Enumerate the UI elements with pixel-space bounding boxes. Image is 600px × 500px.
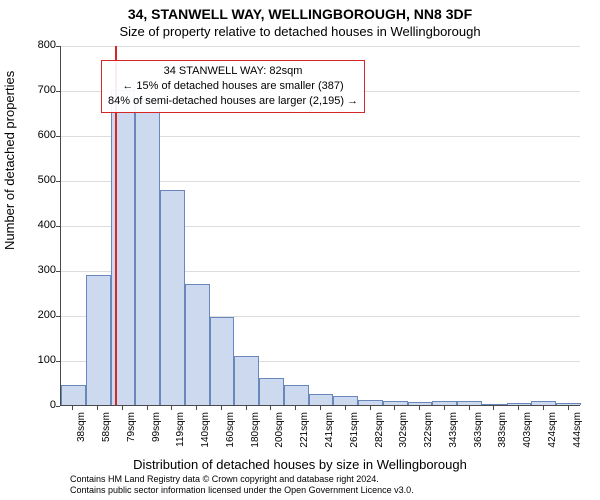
xtick-label: 302sqm	[398, 412, 409, 456]
xtick-label: 221sqm	[299, 412, 310, 456]
histogram-bar	[309, 394, 334, 405]
xtick-label: 403sqm	[522, 412, 533, 456]
xtick-mark	[370, 406, 371, 410]
histogram-bar	[432, 401, 457, 405]
histogram-bar	[259, 378, 284, 405]
xtick-mark	[345, 406, 346, 410]
xtick-label: 140sqm	[200, 412, 211, 456]
x-axis-label: Distribution of detached houses by size …	[0, 457, 600, 472]
histogram-bar	[408, 402, 433, 405]
histogram-bar	[234, 356, 259, 406]
xtick-label: 383sqm	[497, 412, 508, 456]
credit-line-1: Contains HM Land Registry data © Crown c…	[70, 474, 379, 484]
ytick-label: 0	[26, 399, 56, 411]
xtick-mark	[295, 406, 296, 410]
xtick-label: 241sqm	[324, 412, 335, 456]
histogram-bar	[160, 190, 185, 405]
ytick-label: 100	[26, 354, 56, 366]
histogram-bar	[333, 396, 358, 405]
ytick-label: 300	[26, 264, 56, 276]
histogram-bar	[210, 317, 235, 405]
xtick-label: 261sqm	[349, 412, 360, 456]
histogram-bar	[507, 403, 532, 405]
xtick-mark	[320, 406, 321, 410]
ytick-mark	[56, 136, 60, 137]
xtick-mark	[469, 406, 470, 410]
xtick-mark	[543, 406, 544, 410]
histogram-bar	[457, 401, 482, 406]
chart-container: 34, STANWELL WAY, WELLINGBOROUGH, NN8 3D…	[0, 0, 600, 500]
plot-area: 34 STANWELL WAY: 82sqm← 15% of detached …	[60, 46, 580, 406]
xtick-label: 99sqm	[151, 412, 162, 456]
xtick-label: 119sqm	[175, 412, 186, 456]
xtick-label: 363sqm	[473, 412, 484, 456]
ytick-label: 500	[26, 174, 56, 186]
xtick-mark	[419, 406, 420, 410]
callout-line-2: ← 15% of detached houses are smaller (38…	[108, 79, 358, 94]
ytick-mark	[56, 316, 60, 317]
ytick-mark	[56, 46, 60, 47]
page-subtitle: Size of property relative to detached ho…	[0, 24, 600, 39]
ytick-mark	[56, 271, 60, 272]
histogram-bar	[61, 385, 86, 405]
credit-line-2: Contains public sector information licen…	[70, 485, 414, 495]
ytick-mark	[56, 181, 60, 182]
callout-box: 34 STANWELL WAY: 82sqm← 15% of detached …	[101, 60, 365, 113]
xtick-label: 322sqm	[423, 412, 434, 456]
xtick-label: 160sqm	[225, 412, 236, 456]
histogram-bar	[383, 401, 408, 406]
xtick-label: 424sqm	[547, 412, 558, 456]
xtick-mark	[122, 406, 123, 410]
ytick-mark	[56, 91, 60, 92]
xtick-mark	[147, 406, 148, 410]
histogram-bar	[284, 385, 309, 405]
page-title: 34, STANWELL WAY, WELLINGBOROUGH, NN8 3D…	[0, 6, 600, 22]
xtick-mark	[221, 406, 222, 410]
histogram-bar	[358, 400, 383, 405]
xtick-label: 79sqm	[126, 412, 137, 456]
xtick-label: 343sqm	[448, 412, 459, 456]
xtick-label: 58sqm	[101, 412, 112, 456]
xtick-mark	[394, 406, 395, 410]
histogram-bar	[111, 90, 136, 405]
ytick-label: 600	[26, 129, 56, 141]
histogram-bar	[482, 404, 507, 405]
histogram-bar	[86, 275, 111, 406]
ytick-label: 800	[26, 39, 56, 51]
xtick-mark	[444, 406, 445, 410]
histogram-bar	[556, 403, 581, 405]
xtick-mark	[171, 406, 172, 410]
xtick-mark	[518, 406, 519, 410]
xtick-label: 180sqm	[250, 412, 261, 456]
histogram-bar	[135, 99, 160, 405]
xtick-label: 200sqm	[274, 412, 285, 456]
ytick-label: 400	[26, 219, 56, 231]
ytick-label: 700	[26, 84, 56, 96]
xtick-mark	[246, 406, 247, 410]
xtick-label: 444sqm	[572, 412, 583, 456]
xtick-mark	[493, 406, 494, 410]
callout-line-1: 34 STANWELL WAY: 82sqm	[108, 64, 358, 79]
xtick-mark	[97, 406, 98, 410]
ytick-mark	[56, 406, 60, 407]
credit-text: Contains HM Land Registry data © Crown c…	[70, 474, 590, 496]
callout-line-3: 84% of semi-detached houses are larger (…	[108, 94, 358, 109]
xtick-label: 38sqm	[76, 412, 87, 456]
ytick-label: 200	[26, 309, 56, 321]
ytick-mark	[56, 361, 60, 362]
xtick-mark	[568, 406, 569, 410]
gridline-h	[61, 46, 580, 47]
xtick-mark	[196, 406, 197, 410]
y-axis-label: Number of detached properties	[2, 71, 17, 250]
xtick-mark	[72, 406, 73, 410]
xtick-mark	[270, 406, 271, 410]
histogram-bar	[185, 284, 210, 406]
xtick-label: 282sqm	[374, 412, 385, 456]
ytick-mark	[56, 226, 60, 227]
histogram-bar	[531, 401, 556, 406]
